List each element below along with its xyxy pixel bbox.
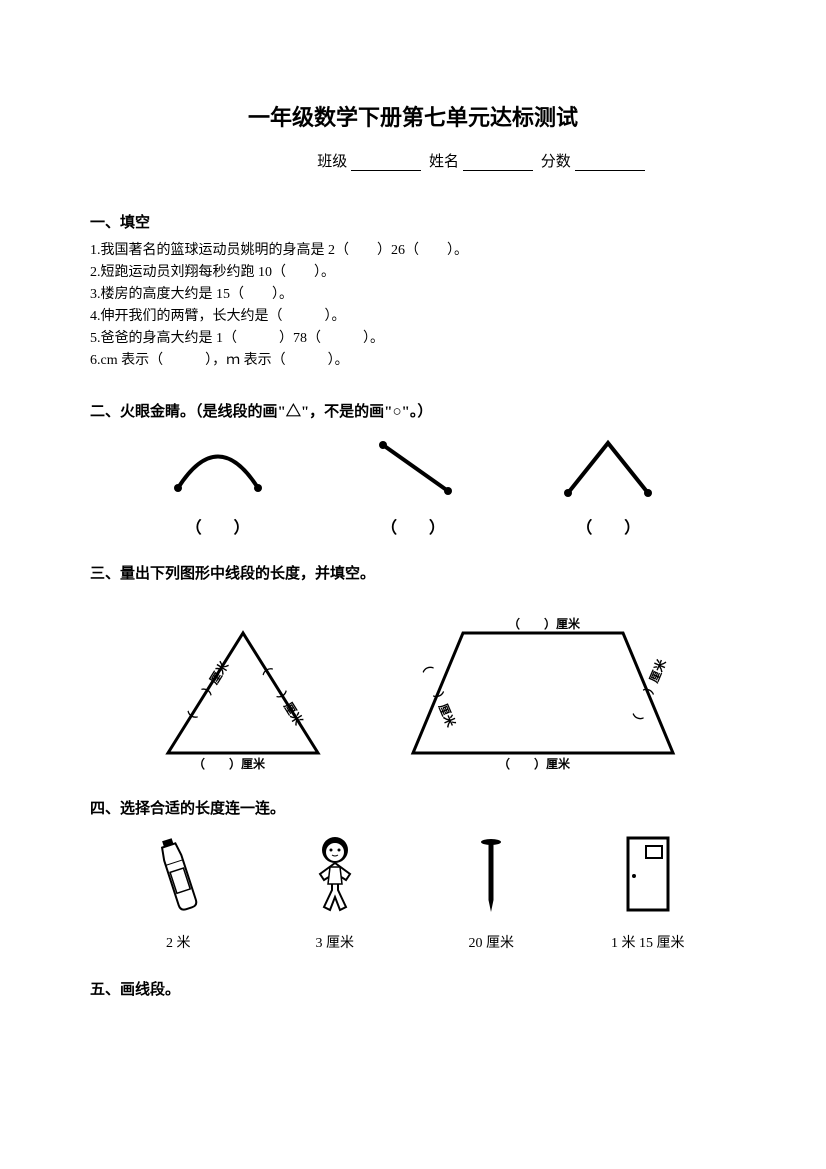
score-label: 分数 bbox=[541, 154, 571, 170]
s1-q6: 6.cm 表示（ ），ｍ 表示（ ）。 bbox=[90, 350, 736, 372]
trap-top-label[interactable]: （ ）厘米 bbox=[508, 615, 580, 632]
arc-figure bbox=[163, 433, 273, 503]
s1-q3: 3.楼房的高度大约是 15（ ）。 bbox=[90, 284, 736, 306]
bottle-icon bbox=[153, 832, 203, 917]
s1-q2: 2.短跑运动员刘翔每秒约跑 10（ ）。 bbox=[90, 262, 736, 284]
s3-trapezoid: （ ）厘米 （ ）厘米 （ ）厘米 （ ）厘米 bbox=[393, 603, 693, 773]
s4-bottle: 2 米 bbox=[108, 832, 248, 952]
s2-ans1[interactable]: （ ） bbox=[148, 514, 288, 538]
s4-label3: 20 厘米 bbox=[421, 932, 561, 952]
s4-door: 1 米 15 厘米 bbox=[578, 832, 718, 952]
s2-fig3: （ ） bbox=[538, 433, 678, 538]
s4-label4: 1 米 15 厘米 bbox=[578, 932, 718, 952]
line-figure bbox=[358, 433, 468, 503]
s4-nail: 20 厘米 bbox=[421, 832, 561, 952]
section5-title: 五、画线段。 bbox=[90, 978, 736, 999]
s1-q1: 1.我国著名的篮球运动员姚明的身高是 2（ ）26（ ）。 bbox=[90, 240, 736, 262]
section2-title: 二、火眼金睛。（是线段的画"△"，不是的画"○"。） bbox=[90, 400, 736, 421]
s1-q5: 5.爸爸的身高大约是 1（ ）78（ ）。 bbox=[90, 328, 736, 350]
s3-triangle: （ ）厘米 （ ）厘米 （ ）厘米 bbox=[133, 603, 353, 773]
s1-q4: 4.伸开我们的两臂，长大约是（ ）。 bbox=[90, 306, 736, 328]
section1-title: 一、填空 bbox=[90, 211, 736, 232]
s4-label1: 2 米 bbox=[108, 932, 248, 952]
child-icon bbox=[300, 832, 370, 917]
triangle-shape bbox=[133, 603, 353, 773]
s2-ans3[interactable]: （ ） bbox=[538, 514, 678, 538]
name-blank[interactable] bbox=[463, 156, 533, 171]
door-icon bbox=[618, 832, 678, 917]
section4-title: 四、选择合适的长度连一连。 bbox=[90, 797, 736, 818]
s4-label2: 3 厘米 bbox=[265, 932, 405, 952]
s2-ans2[interactable]: （ ） bbox=[343, 514, 483, 538]
tri-bottom-label[interactable]: （ ）厘米 bbox=[193, 755, 265, 772]
trap-bottom-label[interactable]: （ ）厘米 bbox=[498, 755, 570, 772]
worksheet-page: 一年级数学下册第七单元达标测试 班级 姓名 分数 一、填空 1.我国著名的篮球运… bbox=[0, 0, 826, 1169]
section4-items: 2 米 3 厘米 20 厘米 bbox=[90, 832, 736, 952]
class-label: 班级 bbox=[317, 154, 347, 170]
score-blank[interactable] bbox=[575, 156, 645, 171]
student-info-line: 班级 姓名 分数 bbox=[90, 150, 736, 171]
s2-fig1: （ ） bbox=[148, 433, 288, 538]
nail-icon bbox=[471, 832, 511, 917]
name-label: 姓名 bbox=[429, 154, 459, 170]
angle-figure bbox=[553, 433, 663, 503]
section2-figures: （ ） （ ） （ ） bbox=[90, 433, 736, 538]
page-title: 一年级数学下册第七单元达标测试 bbox=[90, 100, 736, 132]
s4-child: 3 厘米 bbox=[265, 832, 405, 952]
section3-figures: （ ）厘米 （ ）厘米 （ ）厘米 （ ）厘米 （ ）厘米 （ ）厘米 （ ）厘… bbox=[90, 603, 736, 773]
section3-title: 三、量出下列图形中线段的长度，并填空。 bbox=[90, 562, 736, 583]
s2-fig2: （ ） bbox=[343, 433, 483, 538]
class-blank[interactable] bbox=[351, 156, 421, 171]
